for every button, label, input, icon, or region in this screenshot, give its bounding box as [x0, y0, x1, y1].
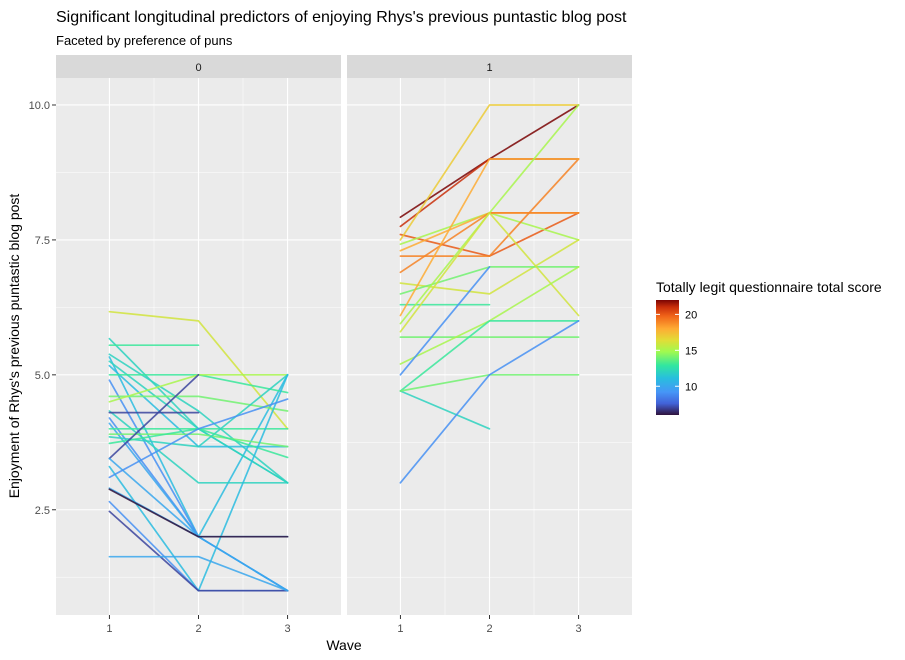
x-tick-label: 3 — [285, 623, 291, 635]
legend-tick-label: 15 — [685, 345, 697, 357]
series-line — [399, 320, 580, 392]
series-line — [108, 353, 289, 484]
series-line — [399, 266, 491, 376]
series-line — [399, 212, 580, 333]
series-line — [399, 390, 491, 430]
series-line — [108, 510, 289, 592]
x-tick-label: 3 — [576, 623, 582, 635]
series-line — [108, 433, 289, 448]
facet-strip-label-1: 1 — [486, 62, 492, 74]
series-line — [108, 310, 289, 430]
series-line — [399, 158, 580, 317]
line-layer — [108, 104, 580, 592]
facet-strip-1 — [347, 55, 632, 78]
x-tick-label: 2 — [486, 623, 492, 635]
legend-tick-label: 20 — [685, 309, 697, 321]
series-line — [108, 398, 289, 479]
chart-title: Significant longitudinal predictors of e… — [56, 9, 627, 26]
series-line — [108, 488, 289, 538]
axis-layer: 2.5 5.0 7.5 10.0 1 2 3 1 2 3 — [29, 100, 582, 635]
y-tick-label: 5.0 — [35, 370, 50, 382]
legend-ticks: 10 15 20 — [656, 309, 697, 393]
legend-colorbar — [656, 300, 679, 415]
series-line — [399, 104, 580, 241]
facet-strip-0 — [56, 55, 341, 78]
x-tick-label: 2 — [195, 623, 201, 635]
series-line — [399, 320, 580, 484]
y-tick-label: 7.5 — [35, 235, 50, 247]
x-axis-label: Wave — [326, 637, 361, 653]
series-line — [108, 373, 200, 460]
x-tick-label: 1 — [106, 623, 112, 635]
y-axis-label: Enjoyment of Rhys's previous puntastic b… — [6, 194, 22, 499]
series-line — [108, 555, 289, 592]
series-line — [108, 373, 289, 448]
legend-tick-label: 10 — [685, 381, 697, 393]
facet-strip-label-0: 0 — [195, 62, 201, 74]
legend-title: Totally legit questionnaire total score — [656, 279, 882, 295]
series-line — [108, 395, 289, 412]
chart-subtitle: Faceted by preference of puns — [56, 33, 233, 48]
grid-layer — [56, 78, 632, 615]
series-line — [399, 158, 580, 257]
y-tick-label: 10.0 — [29, 100, 50, 112]
y-tick-label: 2.5 — [35, 505, 50, 517]
x-tick-label: 1 — [397, 623, 403, 635]
